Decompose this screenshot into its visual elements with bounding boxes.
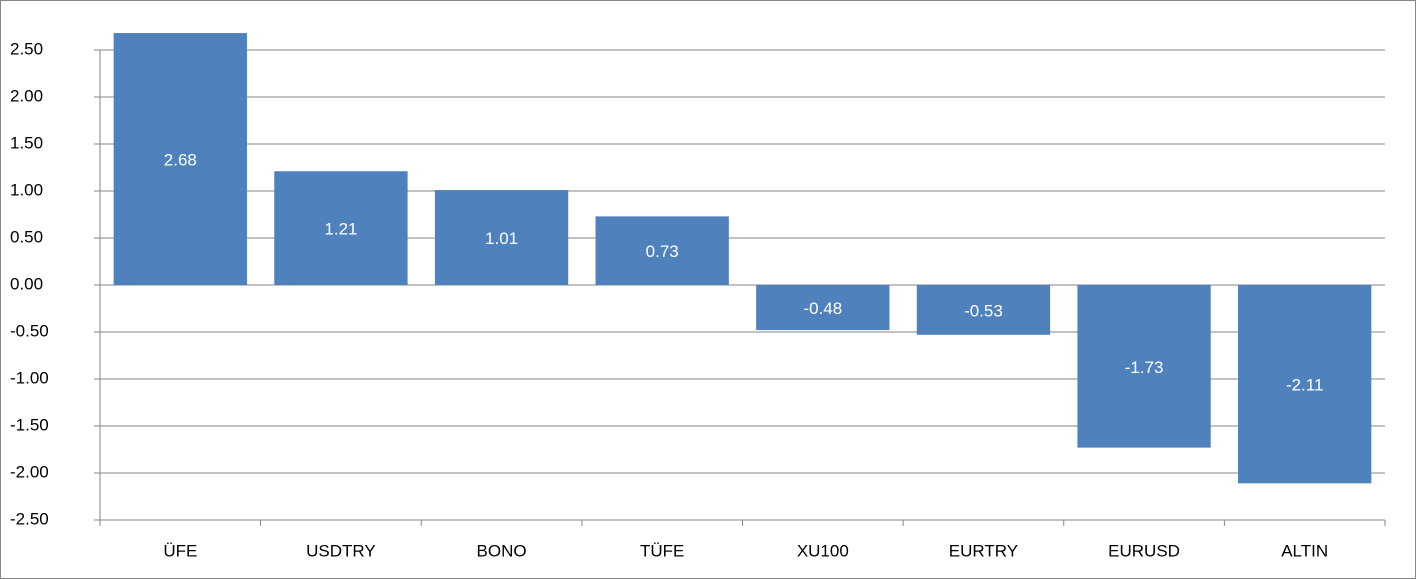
bar: [1238, 285, 1372, 484]
bar: [595, 216, 729, 285]
data-label: 0.73: [646, 242, 679, 261]
bar: [916, 285, 1051, 335]
y-tick-label: 0.00: [10, 274, 43, 293]
y-tick-label: 1.50: [10, 133, 43, 152]
x-tick-label: XU100: [797, 541, 849, 560]
x-tick-label: BONO: [477, 541, 527, 560]
bar: [1077, 285, 1211, 448]
y-tick-label: -2.50: [10, 509, 49, 528]
y-tick-label: 2.00: [10, 86, 43, 105]
data-label: -0.48: [803, 299, 842, 318]
y-tick-label: -0.50: [10, 321, 49, 340]
bar: [756, 285, 890, 331]
data-label: -1.73: [1125, 358, 1164, 377]
data-label: 1.01: [485, 229, 518, 248]
x-tick-label: USDTRY: [306, 541, 376, 560]
bar: [113, 33, 247, 285]
data-label: -2.11: [1286, 376, 1324, 395]
y-tick-label: 2.50: [10, 39, 43, 58]
y-tick-label: -1.00: [10, 368, 49, 387]
x-tick-label: EURUSD: [1108, 541, 1180, 560]
data-label: -0.53: [964, 301, 1003, 320]
data-label: 2.68: [164, 151, 197, 170]
x-tick-label: EURTRY: [949, 541, 1018, 560]
bar: [274, 171, 408, 285]
x-tick-label: ÜFE: [163, 541, 197, 560]
bar: [434, 190, 569, 285]
y-tick-label: 1.00: [10, 180, 43, 199]
y-tick-label: -2.00: [10, 462, 49, 481]
y-tick-label: 0.50: [10, 227, 43, 246]
x-tick-label: TÜFE: [640, 541, 684, 560]
y-tick-label: -1.50: [10, 415, 49, 434]
x-tick-label: ALTIN: [1281, 541, 1328, 560]
data-label: 1.21: [324, 220, 357, 239]
